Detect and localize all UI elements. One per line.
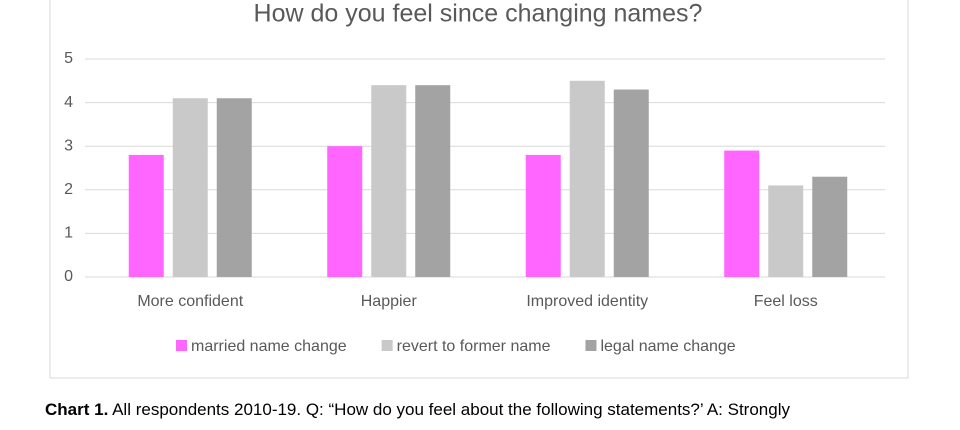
- y-tick-label: 2: [64, 181, 73, 198]
- legend-swatch: [381, 340, 393, 351]
- bar: [216, 98, 252, 278]
- y-tick-label: 5: [64, 50, 73, 67]
- legend-label: revert to former name: [397, 338, 551, 355]
- x-tick-label: Improved identity: [526, 293, 648, 310]
- caption-text: All respondents 2010-19. Q: “How do you …: [112, 400, 790, 419]
- bar: [327, 146, 363, 277]
- bar: [371, 85, 407, 277]
- y-tick-label: 0: [64, 268, 73, 285]
- legend-label: legal name change: [600, 338, 735, 355]
- chart-title: How do you feel since changing names?: [254, 0, 703, 28]
- bar: [812, 176, 848, 277]
- bar: [613, 89, 649, 278]
- bar: [569, 80, 605, 277]
- y-tick-label: 3: [64, 137, 73, 154]
- legend-label: married name change: [191, 338, 347, 355]
- caption: Chart 1. All respondents 2010-19. Q: “Ho…: [45, 400, 790, 420]
- y-tick-label: 1: [64, 225, 73, 242]
- bar: [768, 185, 804, 277]
- x-tick-label: Feel loss: [754, 293, 818, 310]
- y-tick-label: 4: [64, 94, 73, 111]
- legend-swatch: [176, 340, 187, 351]
- bar: [172, 98, 208, 278]
- x-tick-label: Happier: [361, 293, 418, 310]
- bar: [128, 154, 164, 277]
- bar: [525, 154, 561, 277]
- bar: [415, 85, 451, 277]
- caption-label: Chart 1.: [45, 400, 109, 419]
- bar: [724, 150, 760, 277]
- chart: How do you feel since changing names? 0 1…: [49, 0, 909, 379]
- x-tick-label: More confident: [137, 293, 243, 310]
- legend-swatch: [585, 340, 597, 351]
